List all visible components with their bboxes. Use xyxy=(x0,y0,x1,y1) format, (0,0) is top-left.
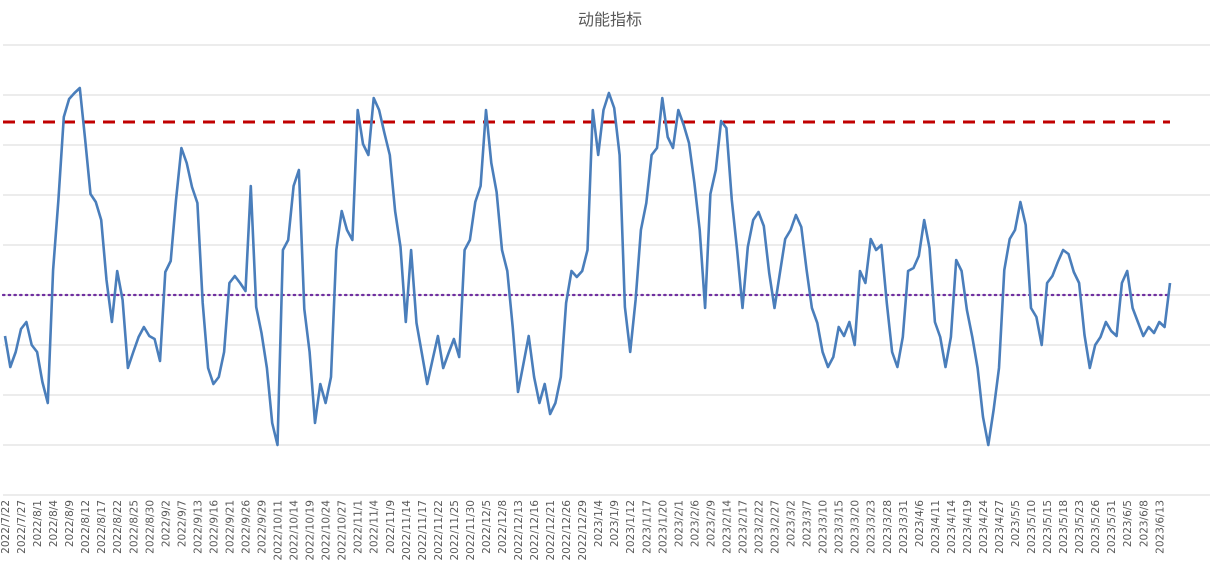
x-tick-label: 2022/10/24 xyxy=(321,500,333,561)
x-tick-label: 2022/11/17 xyxy=(417,500,429,561)
x-tick-label: 2023/2/27 xyxy=(770,500,782,554)
x-tick-label: 2023/6/13 xyxy=(1154,500,1166,554)
momentum-series-line xyxy=(3,86,1172,447)
x-tick-label: 2022/9/21 xyxy=(224,500,236,554)
x-tick-label: 2023/1/20 xyxy=(657,500,669,554)
x-tick-label: 2023/4/24 xyxy=(978,500,990,554)
x-tick-label: 2022/9/13 xyxy=(192,500,204,554)
x-tick-label: 2023/3/15 xyxy=(834,500,846,554)
x-tick-label: 2022/10/11 xyxy=(273,500,285,561)
x-tick-label: 2023/2/9 xyxy=(705,500,717,547)
x-tick-label: 2023/5/10 xyxy=(1026,500,1038,554)
x-tick-label: 2023/3/23 xyxy=(866,500,878,554)
x-tick-label: 2022/11/30 xyxy=(465,500,477,561)
x-tick-label: 2022/8/9 xyxy=(64,500,76,547)
x-tick-label: 2023/3/31 xyxy=(898,500,910,554)
x-tick-label: 2023/2/22 xyxy=(754,500,766,554)
x-tick-label: 2022/8/4 xyxy=(48,500,60,547)
x-tick-label: 2023/2/14 xyxy=(721,500,733,554)
x-tick-label: 2023/2/1 xyxy=(673,500,685,547)
x-tick-label: 2023/3/20 xyxy=(850,500,862,554)
x-tick-label: 2022/7/22 xyxy=(0,500,12,554)
x-tick-label: 2022/12/26 xyxy=(561,500,573,561)
x-tick-label: 2022/9/16 xyxy=(208,500,220,554)
x-tick-label: 2022/9/7 xyxy=(176,500,188,547)
x-tick-label: 2022/12/8 xyxy=(497,500,509,554)
x-tick-label: 2023/3/10 xyxy=(818,500,830,554)
x-tick-label: 2023/2/6 xyxy=(689,500,701,547)
x-tick-label: 2023/5/18 xyxy=(1058,500,1070,554)
x-tick-label: 2023/1/12 xyxy=(625,500,637,554)
x-tick-label: 2022/8/25 xyxy=(128,500,140,554)
x-tick-label: 2022/11/25 xyxy=(449,500,461,561)
x-tick-label: 2022/7/27 xyxy=(16,500,28,554)
x-tick-label: 2022/11/22 xyxy=(433,500,445,561)
x-tick-label: 2022/10/27 xyxy=(337,500,349,561)
x-tick-label: 2023/1/9 xyxy=(609,500,621,547)
x-tick-label: 2022/9/29 xyxy=(257,500,269,554)
x-tick-label: 2022/11/14 xyxy=(401,500,413,561)
x-tick-label: 2023/5/26 xyxy=(1090,500,1102,554)
x-tick-label: 2022/11/1 xyxy=(353,500,365,554)
x-tick-label: 2023/4/11 xyxy=(930,500,942,554)
x-tick-label: 2023/6/5 xyxy=(1122,500,1134,547)
x-tick-label: 2023/4/19 xyxy=(962,500,974,554)
x-tick-label: 2022/12/21 xyxy=(545,500,557,561)
x-tick-label: 2023/2/17 xyxy=(737,500,749,554)
x-tick-label: 2022/8/22 xyxy=(112,500,124,554)
x-tick-label: 2023/5/15 xyxy=(1042,500,1054,554)
x-tick-label: 2023/1/17 xyxy=(641,500,653,554)
x-tick-label: 2022/9/26 xyxy=(240,500,252,554)
x-tick-label: 2022/8/30 xyxy=(144,500,156,554)
x-tick-label: 2022/12/29 xyxy=(577,500,589,561)
x-tick-label: 2023/6/8 xyxy=(1138,500,1150,547)
x-tick-label: 2022/10/19 xyxy=(305,500,317,561)
x-tick-label: 2022/10/14 xyxy=(289,500,301,561)
x-tick-label: 2022/11/4 xyxy=(369,500,381,554)
x-tick-label: 2022/12/5 xyxy=(481,500,493,554)
x-tick-label: 2022/8/1 xyxy=(32,500,44,547)
x-tick-label: 2022/8/12 xyxy=(80,500,92,554)
x-axis-tick-labels: 2022/7/22 2022/7/27 2022/8/1 2022/8/4 2022/8… xyxy=(0,500,1166,561)
x-tick-label: 2023/4/14 xyxy=(946,500,958,554)
x-tick-label: 2023/1/4 xyxy=(593,500,605,547)
series-group xyxy=(3,86,1172,447)
x-tick-label: 2022/9/2 xyxy=(160,500,172,547)
x-tick-label: 2022/11/9 xyxy=(385,500,397,554)
x-tick-label: 2022/12/13 xyxy=(513,500,525,561)
x-tick-label: 2023/5/23 xyxy=(1074,500,1086,554)
x-tick-label: 2022/12/16 xyxy=(529,500,541,561)
x-tick-label: 2022/8/17 xyxy=(96,500,108,554)
x-tick-label: 2023/4/27 xyxy=(994,500,1006,554)
x-tick-label: 2023/5/31 xyxy=(1106,500,1118,554)
x-tick-label: 2023/4/6 xyxy=(914,500,926,547)
x-tick-label: 2023/5/5 xyxy=(1010,500,1022,547)
x-tick-label: 2023/3/7 xyxy=(802,500,814,547)
chart-title: 动能指标 xyxy=(577,10,642,29)
x-tick-label: 2023/3/28 xyxy=(882,500,894,554)
x-tick-label: 2023/3/2 xyxy=(786,500,798,547)
reference-lines xyxy=(1,120,1172,297)
